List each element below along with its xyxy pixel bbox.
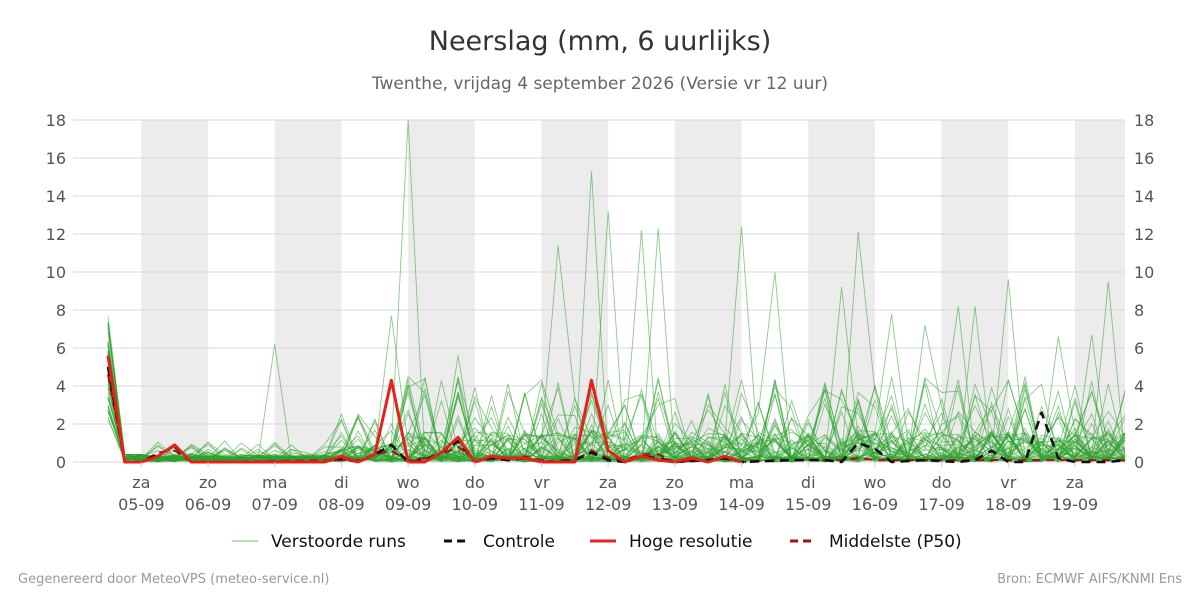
y-tick-label-right: 10 [1134,263,1154,282]
legend: Verstoorde runs Controle Hoge resolutie Mid… [232,532,962,552]
day-band [1074,120,1125,462]
x-tick-date: 18-09 [985,495,1032,514]
y-tick-label-right: 0 [1134,453,1144,472]
ensemble-member-line [107,411,1126,463]
x-tick-day: di [801,473,816,492]
footer-generator: Gegenereerd door MeteoVPS (meteo-service… [18,572,330,587]
y-tick-label-left: 14 [46,187,66,206]
ensemble-member-line [107,379,1126,463]
x-tick-date: 11-09 [518,495,565,514]
y-tick-label-left: 18 [46,111,66,130]
x-tick-day: ma [729,473,754,492]
x-tick-day: vr [1000,473,1016,492]
footer-source: Bron: ECMWF AIFS/KNMI Ens [997,572,1182,587]
ensemble-member-line [107,359,1126,463]
x-tick-day: di [334,473,349,492]
day-band [941,120,1009,462]
ensemble-member-line [107,325,1126,463]
y-tick-label-left: 8 [56,301,66,320]
y-tick-label-right: 4 [1134,377,1144,396]
x-tick-date: 09-09 [385,495,432,514]
x-tick-date: 12-09 [585,495,632,514]
y-tick-label-right: 16 [1134,149,1154,168]
y-tick-label-left: 16 [46,149,66,168]
x-tick-day: za [599,473,617,492]
x-tick-day: ma [262,473,287,492]
y-tick-label-left: 12 [46,225,66,244]
y-tick-label-left: 4 [56,377,66,396]
day-band [141,120,209,462]
main-series-lines [106,355,1126,464]
y-tick-label-left: 2 [56,415,66,434]
y-tick-label-left: 0 [56,453,66,472]
x-tick-day: za [132,473,150,492]
x-tick-day: vr [533,473,549,492]
y-tick-label-left: 6 [56,339,66,358]
y-tick-label-right: 14 [1134,187,1154,206]
x-tick-date: 07-09 [251,495,298,514]
series-line-hoge-resolutie [106,355,742,464]
series-line-middelste-p50 [107,374,1125,463]
y-tick-label-right: 6 [1134,339,1144,358]
legend-label: Verstoorde runs [271,532,406,552]
y-tick-label-left: 10 [46,263,66,282]
day-band [274,120,342,462]
x-tick-date: 05-09 [118,495,165,514]
axes: 0 0 2 2 4 4 6 6 8 8 10 10 12 12 14 14 16 16 18 18 za 05-09 zo 0… [46,111,1155,514]
x-tick-date: 19-09 [1052,495,1099,514]
grid-lines [73,119,1125,463]
y-tick-label-right: 18 [1134,111,1154,130]
x-tick-day: zo [666,473,684,492]
x-tick-date: 14-09 [718,495,765,514]
y-tick-label-right: 12 [1134,225,1154,244]
y-tick-label-right: 8 [1134,301,1144,320]
legend-label: Controle [483,532,555,552]
x-tick-day: wo [397,473,420,492]
x-tick-date: 16-09 [852,495,899,514]
day-band [674,120,742,462]
legend-label: Middelste (P50) [829,532,962,552]
x-tick-date: 15-09 [785,495,832,514]
x-tick-day: zo [199,473,217,492]
x-tick-day: wo [863,473,886,492]
x-tick-date: 08-09 [318,495,365,514]
x-tick-date: 06-09 [185,495,232,514]
y-tick-label-right: 2 [1134,415,1144,434]
legend-label: Hoge resolutie [629,532,753,552]
x-tick-day: za [1066,473,1084,492]
x-tick-date: 13-09 [652,495,699,514]
chart-title: Neerslag (mm, 6 uurlijks) [429,26,771,57]
x-tick-day: do [932,473,952,492]
x-tick-date: 17-09 [918,495,965,514]
x-tick-date: 10-09 [452,495,499,514]
chart-subtitle: Twenthe, vrijdag 4 september 2026 (Versi… [371,74,828,94]
x-tick-day: do [465,473,485,492]
